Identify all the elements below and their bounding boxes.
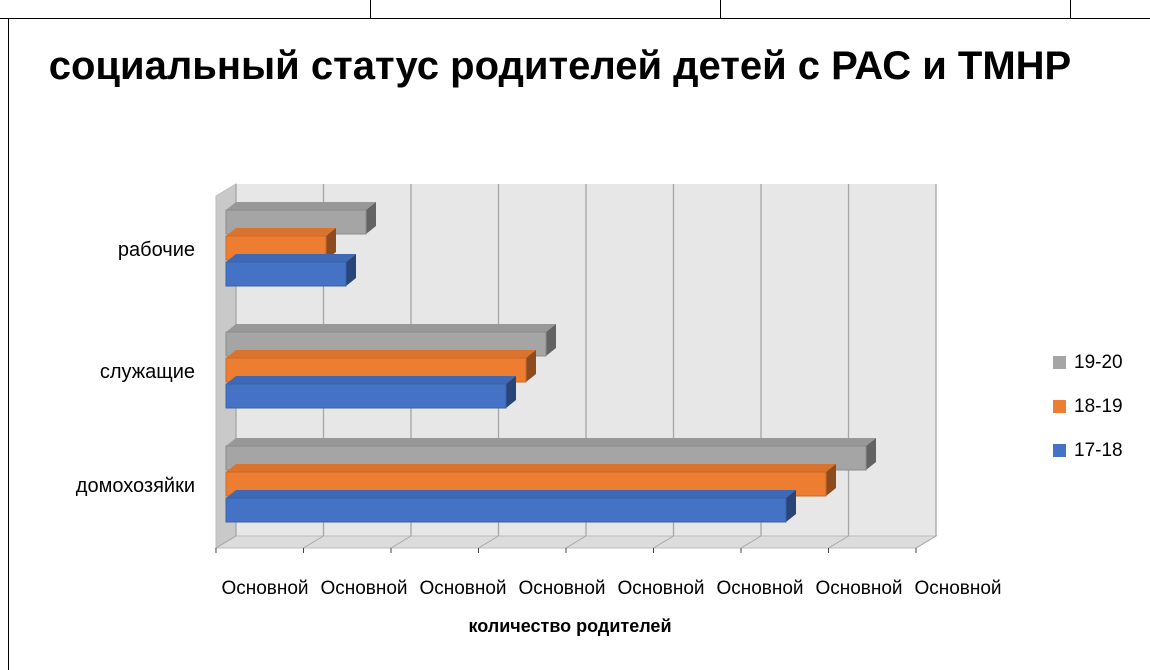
- bar-end-face: [786, 490, 796, 522]
- x-tick-label: Основной: [617, 578, 704, 599]
- bar-end-face: [346, 254, 356, 286]
- x-tick-label: Основной: [815, 578, 902, 599]
- bar-end-face: [526, 350, 536, 382]
- gridline-floor: [478, 535, 499, 549]
- category-label: служащие: [100, 361, 195, 383]
- gridline-floor: [303, 535, 324, 549]
- bar-top-face: [226, 350, 536, 358]
- legend-label: 17-18: [1074, 440, 1123, 461]
- x-tick-label: Основной: [320, 578, 407, 599]
- chart-title: социальный статус родителей детей с РАС …: [48, 44, 1072, 88]
- bar-top-face: [226, 490, 796, 498]
- bar-17-18-домохозяйки: [225, 497, 787, 523]
- table-cell: [720, 0, 1071, 18]
- gridline-floor: [215, 535, 237, 549]
- x-tick-label: Основной: [518, 578, 605, 599]
- bar-top-face: [226, 438, 876, 446]
- x-axis-label: количество родителей: [468, 616, 672, 636]
- bar-end-face: [366, 202, 376, 234]
- bar-top-face: [226, 324, 556, 332]
- bar-17-18-рабочие: [225, 261, 347, 287]
- bar-end-face: [506, 376, 516, 408]
- bar-end-face: [546, 324, 556, 356]
- bar-top-face: [226, 376, 516, 384]
- category-label: рабочие: [118, 239, 195, 261]
- legend-label: 18-19: [1074, 396, 1123, 417]
- x-tick-label: Основной: [914, 578, 1001, 599]
- table-cell: [370, 0, 721, 18]
- gridline-floor: [740, 535, 762, 549]
- bar-end-face: [326, 228, 336, 260]
- bar-top-face: [226, 228, 336, 236]
- x-tick-label: Основной: [716, 578, 803, 599]
- bar-end-face: [866, 438, 876, 470]
- legend-label: 19-20: [1074, 352, 1123, 373]
- legend-swatch: [1053, 356, 1066, 369]
- legend-swatch: [1053, 400, 1066, 413]
- category-label: домохозяйки: [76, 475, 195, 497]
- gridline-floor: [390, 535, 412, 549]
- table-border-top: [0, 0, 1150, 19]
- bar-top-face: [226, 202, 376, 210]
- gridline-floor: [565, 535, 587, 549]
- gridline-floor: [828, 535, 849, 549]
- gridline-floor: [915, 535, 937, 549]
- bar-top-face: [226, 254, 356, 262]
- bar-17-18-служащие: [225, 383, 507, 409]
- table-cell: [0, 0, 371, 18]
- legend-swatch: [1053, 444, 1066, 457]
- x-tick-label: Основной: [419, 578, 506, 599]
- bar-top-face: [226, 464, 836, 472]
- bar-end-face: [826, 464, 836, 496]
- gridline-floor: [653, 535, 674, 549]
- x-tick-label: Основной: [221, 578, 308, 599]
- table-border-left: [8, 18, 9, 670]
